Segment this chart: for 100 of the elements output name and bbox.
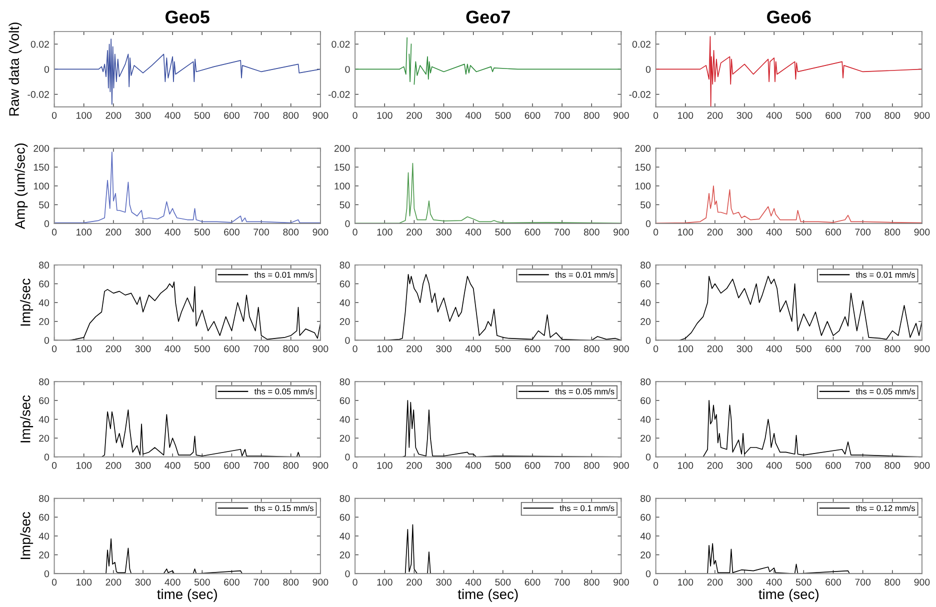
x-tick-label: 800 [884,462,900,469]
x-tick-label: 900 [914,462,930,469]
x-tick-label: 200 [406,462,422,469]
legend-label: ths = 0.12 mm/s [856,504,915,512]
legend-label: ths = 0.01 mm/s [856,272,915,278]
y-tick-label: 100 [635,182,651,190]
y-tick-label: -0.02 [28,91,49,98]
x-axis-title: time (sec) [458,588,518,602]
y-tick-label: 40 [38,299,50,306]
x-tick-label: 400 [164,228,180,236]
x-tick-label: 600 [524,345,540,352]
x-tick-label: 0 [653,112,658,119]
x-tick-label: 200 [406,578,422,586]
x-tick-label: 200 [406,228,422,236]
x-tick-label: 200 [707,462,723,469]
x-tick-label: 400 [465,345,482,352]
y-axis-title: Raw data (Volt) [8,22,22,116]
y-tick-label: 150 [635,164,651,171]
x-tick-label: 900 [914,112,930,119]
y-tick-label: 80 [340,495,350,502]
y-tick-label: 40 [38,416,50,423]
y-tick-label: 200 [34,144,50,152]
line-series [54,38,320,105]
x-tick-label: 700 [254,345,270,352]
x-tick-label: 600 [224,228,240,236]
x-tick-label: 0 [352,112,358,119]
x-tick-label: 100 [377,345,392,352]
x-tick-label: 800 [283,578,299,586]
y-axis-title: Amp (um/sec) [14,144,28,230]
legend-label: ths = 0.05 mm/s [555,388,614,394]
y-tick-label: 40 [38,532,50,540]
y-tick-label: 80 [640,262,651,269]
x-tick-label: 700 [554,228,570,236]
x-tick-label: 500 [796,228,812,236]
x-tick-label: 500 [796,345,812,352]
x-tick-label: 400 [164,462,180,469]
y-tick-label: 20 [39,318,50,326]
y-tick-label: 60 [340,514,350,521]
x-tick-label: 100 [678,112,694,119]
x-tick-label: 400 [766,462,782,469]
y-tick-label: 40 [340,299,350,306]
y-tick-label: 100 [334,182,350,190]
x-tick-label: 900 [614,228,629,236]
x-tick-label: 800 [584,462,600,469]
x-tick-label: 200 [707,345,723,352]
x-tick-label: 500 [796,578,812,586]
x-tick-label: 600 [524,112,540,119]
x-tick-label: 0 [52,112,57,119]
x-tick-label: 500 [194,112,210,119]
x-tick-label: 100 [377,228,392,236]
y-tick-label: 20 [340,318,350,326]
y-tick-label: 200 [334,144,350,152]
y-tick-label: 80 [640,378,651,386]
x-tick-label: 600 [826,462,841,469]
y-tick-label: 0 [646,220,651,228]
y-axis-title: Imp/sec [20,278,34,326]
x-tick-label: 300 [135,578,151,586]
x-tick-label: 100 [377,462,392,469]
x-tick-label: 900 [312,462,328,469]
x-tick-label: 0 [653,345,658,352]
x-tick-label: 200 [406,345,422,352]
x-tick-label: 800 [584,578,600,586]
y-tick-label: 20 [640,552,651,558]
x-tick-label: 100 [76,345,92,352]
x-tick-label: 300 [135,462,151,469]
y-tick-label: 0.02 [632,40,650,48]
x-tick-label: 0 [52,228,57,236]
y-tick-label: 0 [345,66,350,73]
x-tick-label: 800 [884,112,900,119]
y-tick-label: 0.02 [30,40,49,48]
x-tick-label: 200 [106,112,122,119]
x-tick-label: 500 [495,345,511,352]
x-tick-label: 700 [254,462,270,469]
x-tick-label: 300 [436,578,452,586]
x-tick-label: 0 [352,345,358,352]
x-tick-label: 600 [826,112,841,119]
x-tick-label: 100 [377,578,392,586]
x-tick-label: 700 [554,345,570,352]
y-tick-label: 0 [646,336,651,344]
y-tick-label: 150 [334,164,350,171]
x-tick-label: 100 [678,228,694,236]
x-tick-label: 700 [554,578,570,586]
y-tick-label: 0 [646,454,651,461]
y-tick-label: 50 [340,201,350,208]
y-tick-label: 20 [39,552,50,558]
y-tick-label: 20 [39,434,50,442]
x-tick-label: 600 [224,112,240,119]
x-tick-label: 300 [135,112,151,119]
x-tick-label: 500 [495,462,511,469]
legend-label: ths = 0.1 mm/s [560,504,614,512]
x-tick-label: 100 [76,462,92,469]
x-tick-label: 0 [352,578,358,586]
x-tick-label: 300 [135,345,151,352]
x-tick-label: 600 [224,345,240,352]
y-tick-label: 0 [44,66,50,73]
legend-label: ths = 0.01 mm/s [254,272,314,278]
x-tick-label: 600 [224,462,240,469]
y-tick-label: 60 [340,397,350,404]
y-tick-label: 0 [345,570,350,578]
x-tick-label: 0 [352,228,358,236]
